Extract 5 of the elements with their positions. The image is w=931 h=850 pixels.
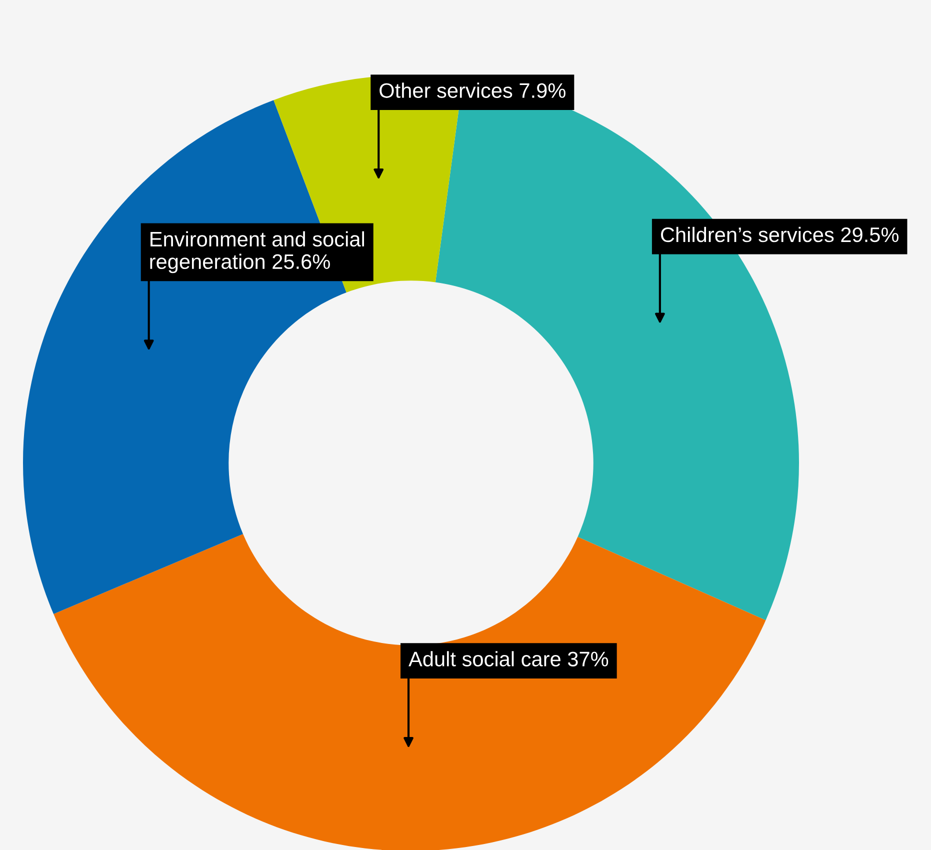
slice-label: Adult social care 37% (408, 651, 608, 666)
slice-label: Environment and social regeneration 25.6% (150, 231, 364, 274)
donut-slice (54, 534, 766, 850)
slice-label: Children’s services 29.5% (661, 226, 899, 242)
slice-label: Other services 7.9% (380, 82, 566, 98)
